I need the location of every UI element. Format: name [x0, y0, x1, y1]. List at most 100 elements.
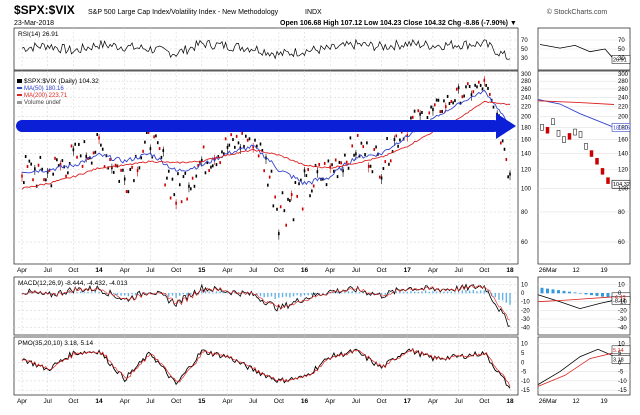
y-tick-label: 70	[521, 38, 528, 44]
legend-volume: Volume undef	[24, 100, 61, 106]
macd-histogram-bar	[352, 291, 353, 293]
price-mark	[95, 151, 97, 154]
x-tick-label: 16	[301, 267, 309, 274]
price-mark	[390, 159, 392, 162]
x-tick-label: Oct	[171, 267, 181, 274]
x-tick-label: Oct	[68, 267, 78, 274]
y-tick-label: 60	[521, 240, 528, 246]
side-price-candle	[596, 158, 599, 164]
y-tick-label: 10	[521, 282, 528, 288]
y-tick-label: -30	[521, 317, 530, 323]
x-tick-label: Apr	[17, 267, 28, 274]
side-y-tick-label: 280	[618, 79, 629, 85]
price-last-value: 104.32	[613, 182, 630, 188]
macd-histogram-bar	[414, 292, 415, 294]
macd-histogram-bar	[440, 293, 441, 294]
price-mark	[183, 175, 185, 178]
price-mark	[346, 161, 348, 164]
price-mark	[487, 87, 489, 90]
rsi-last-value: 26.91	[613, 57, 627, 63]
price-mark	[258, 154, 260, 157]
price-mark	[232, 138, 234, 141]
price-mark	[434, 103, 436, 106]
price-mark	[386, 137, 388, 140]
x-tick-label: Oct	[377, 267, 387, 274]
side-y-tick-label: -20	[618, 308, 627, 314]
price-mark	[100, 144, 102, 147]
side-y-tick-label: 140	[618, 152, 629, 158]
price-mark	[40, 156, 42, 159]
macd-histogram-bar	[260, 293, 261, 296]
price-mark	[485, 84, 487, 87]
x-tick-label-bottom: Oct	[171, 398, 181, 405]
price-mark	[465, 85, 467, 88]
legend-ma200: MA(200) 223.71	[24, 93, 68, 99]
price-mark	[249, 137, 251, 140]
price-mark	[82, 165, 84, 168]
macd-histogram-bar	[476, 291, 477, 293]
price-mark	[507, 175, 509, 178]
macd-histogram-bar	[432, 291, 433, 293]
price-mark	[463, 95, 465, 98]
price-mark	[25, 155, 27, 158]
y-tick-label: 200	[521, 114, 532, 120]
price-mark	[177, 172, 179, 175]
macd-histogram-bar	[219, 291, 220, 293]
macd-histogram-bar	[212, 292, 213, 293]
macd-last-value: -8.44	[613, 298, 626, 304]
price-mark	[267, 184, 269, 187]
price-mark	[161, 156, 163, 159]
side-macd-bar	[546, 289, 549, 294]
price-mark	[339, 161, 341, 164]
x-tick-label-bottom: 15	[198, 398, 206, 405]
price-mark	[482, 87, 484, 90]
price-mark	[318, 163, 320, 166]
macd-histogram-bar	[227, 292, 228, 293]
y-tick-label: 10	[521, 342, 528, 348]
price-mark	[32, 178, 34, 181]
macd-histogram-bar	[502, 293, 503, 300]
price-mark	[295, 181, 297, 184]
price-mark	[309, 194, 311, 197]
macd-histogram-bar	[274, 293, 275, 299]
price-mark	[284, 209, 286, 212]
x-tick-label: Jul	[454, 267, 463, 274]
side-macd-bar	[541, 288, 544, 294]
price-mark	[128, 190, 130, 193]
macd-histogram-bar	[451, 292, 452, 294]
side-price-candle	[601, 168, 604, 174]
price-mark	[287, 198, 289, 201]
price-mark	[439, 110, 441, 113]
price-mark	[306, 174, 308, 177]
price-mark	[51, 184, 53, 187]
price-mark	[133, 179, 135, 182]
price-mark	[427, 116, 429, 119]
price-mark	[243, 145, 245, 148]
price-mark	[122, 169, 124, 172]
price-mark	[173, 193, 175, 196]
price-mark	[296, 195, 298, 198]
price-mark	[210, 166, 212, 169]
macd-histogram-bar	[498, 293, 499, 300]
macd-histogram-bar	[333, 292, 334, 293]
price-mark	[247, 139, 249, 142]
y-tick-label: 240	[521, 95, 532, 101]
price-mark	[230, 133, 232, 136]
price-mark	[289, 199, 291, 202]
side-macd-bar	[579, 293, 582, 294]
price-mark	[417, 109, 419, 112]
price-mark	[260, 143, 262, 146]
x-tick-label-bottom: Jul	[44, 398, 53, 405]
price-mark	[449, 102, 451, 105]
macd-histogram-bar	[76, 292, 77, 293]
macd-side-frame	[538, 277, 630, 335]
price-mark	[142, 150, 144, 153]
y-tick-label: 80	[521, 210, 528, 216]
macd-histogram-bar	[179, 293, 180, 296]
price-mark	[155, 134, 157, 137]
legend-ma50: MA(50) 180.16	[24, 86, 64, 92]
price-mark	[311, 190, 313, 193]
price-mark	[504, 148, 506, 151]
x-tick-label: 14	[95, 267, 103, 274]
price-mark	[219, 161, 221, 164]
